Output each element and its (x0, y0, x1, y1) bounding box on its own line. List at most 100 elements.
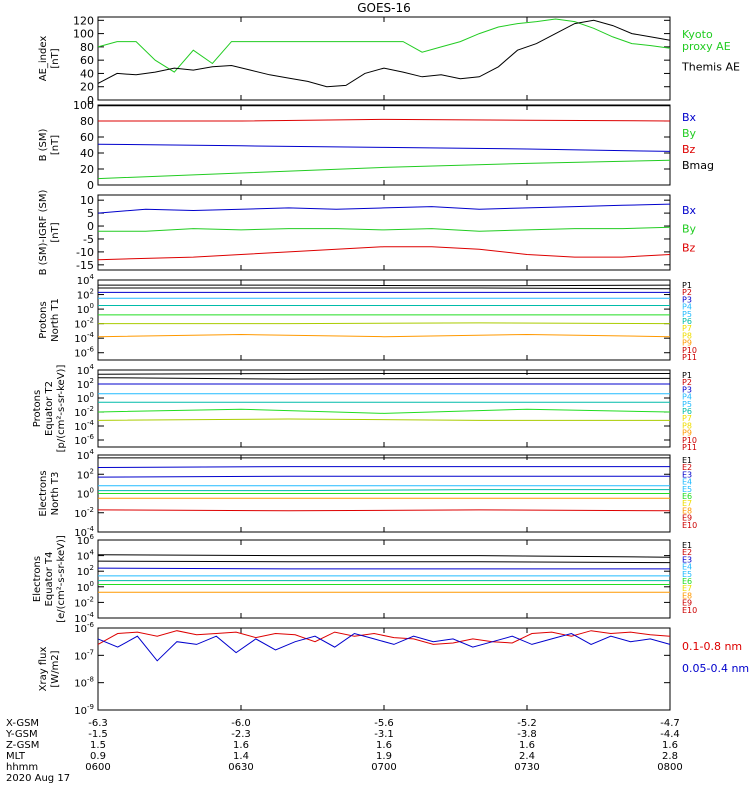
x-row-value: 0630 (228, 762, 253, 773)
series-line (97, 18, 671, 73)
legend-entry: Themis AE (681, 61, 740, 74)
legend-entry: E6 (682, 492, 692, 501)
y-axis-label: [p/(cm²-s-sr-keV)] (56, 365, 67, 453)
legend-entry: P6 (682, 407, 692, 416)
legend-entry: P10 (682, 346, 697, 355)
y-tick-label: 40 (80, 147, 94, 160)
x-row-value: 1.6 (233, 740, 249, 751)
series-line (97, 567, 670, 570)
series-line (98, 284, 671, 287)
y-axis-label: Equator T2 (44, 381, 55, 436)
y-axis-label: [nT] (50, 222, 61, 242)
y-axis-label: Protons (38, 301, 49, 338)
x-row-label: MLT (6, 751, 26, 762)
y-tick-label: 10-8 (74, 676, 94, 690)
legend-entry: P2 (682, 288, 692, 297)
legend-entry: P7 (682, 414, 692, 423)
legend-entry: E6 (682, 577, 692, 586)
x-row-value: -6.0 (231, 718, 251, 729)
y-tick-label: 10 (80, 194, 94, 207)
y-tick-label: 80 (80, 41, 94, 54)
x-row-value: -5.2 (517, 718, 537, 729)
legend-entry: By (682, 223, 697, 236)
legend-entry: P3 (682, 295, 692, 304)
series-line (97, 509, 671, 512)
y-axis-label: Electrons (32, 556, 43, 602)
panel-bsm: 0 20 40 60 80 100 B (SM) [nT] Bx By Bz Bmag (38, 99, 714, 192)
legend-entry: E4 (682, 563, 692, 572)
y-tick-label: 102 (77, 288, 94, 302)
x-row-label: Z-GSM (6, 740, 39, 751)
legend-entry: Bx (682, 111, 697, 124)
y-tick-label: 0 (87, 94, 94, 107)
legend-entry: P1 (682, 371, 692, 380)
y-axis-label: B (SM)-IGRF (SM) (38, 190, 49, 276)
legend-entry: E2 (682, 548, 692, 557)
y-tick-label: -15 (76, 259, 94, 272)
series-line (97, 159, 671, 180)
y-tick-label: 106 (77, 533, 95, 547)
y-tick-label: 10-7 (74, 648, 94, 662)
x-row-value: 1.4 (233, 751, 249, 762)
y-tick-label: 100 (73, 28, 94, 41)
legend-entry: P4 (682, 303, 692, 312)
legend-entry: Bz (682, 241, 696, 254)
x-row-label: X-GSM (6, 718, 39, 729)
y-axis-label: Equator T4 (44, 552, 55, 607)
y-tick-label: 40 (80, 67, 94, 80)
legend-entry: E3 (682, 470, 692, 479)
legend-entry: P7 (682, 324, 692, 333)
y-tick-label: 10-2 (74, 595, 94, 609)
y-axis-label: AE_index (38, 36, 49, 82)
y-tick-label: 10-2 (74, 506, 94, 520)
y-tick-label: 60 (80, 54, 94, 67)
date-label: 2020 Aug 17 (6, 773, 70, 784)
y-tick-label: 10-4 (74, 331, 94, 345)
x-row-value: 0800 (657, 762, 682, 773)
series-line (97, 19, 671, 88)
panel-frame (97, 16, 671, 101)
series-line (97, 408, 671, 414)
legend-entry: Bmag (682, 159, 714, 172)
series-line (97, 418, 670, 421)
x-row-value: 1.9 (376, 751, 392, 762)
x-row-label: Y-GSM (5, 729, 38, 740)
y-tick-label: 10-4 (74, 525, 94, 539)
series-line (97, 475, 670, 478)
series-line (97, 466, 670, 468)
legend-entry: Bz (682, 143, 696, 156)
panel-e_t3: 10-4 10-2 100 102 104 Electrons North T3 E1E2E3… (38, 448, 697, 539)
legend-entry: E5 (682, 570, 692, 579)
x-row-value: 1.5 (90, 740, 106, 751)
panel-frame (97, 369, 671, 448)
series-line (97, 246, 671, 261)
x-row-value: -3.8 (517, 729, 537, 740)
y-tick-label: 10-2 (74, 317, 94, 331)
series-line (97, 333, 671, 338)
y-axis-label: North T3 (50, 472, 61, 516)
x-row-value: 0700 (371, 762, 396, 773)
y-tick-label: 20 (80, 81, 94, 94)
legend-entry: P8 (682, 421, 692, 430)
legend-entry: E10 (682, 606, 697, 615)
y-tick-label: 0 (87, 179, 94, 192)
series-line (98, 322, 671, 325)
legend-entry: E9 (682, 514, 692, 523)
y-tick-label: 10-4 (74, 419, 94, 433)
y-tick-label: 80 (80, 115, 94, 128)
x-row-value: 2.4 (519, 751, 535, 762)
x-row-value: -3.1 (374, 729, 394, 740)
y-tick-label: 5 (87, 207, 94, 220)
y-axis-label: Xray flux (38, 647, 49, 692)
y-axis-label: [nT] (50, 135, 61, 155)
y-axis-label: [nT] (50, 48, 61, 68)
legend-entry: Kyoto (682, 28, 713, 41)
y-tick-label: 0 (87, 220, 94, 233)
x-row-label: hhmm (6, 762, 38, 773)
series-line (97, 203, 671, 214)
series-line (98, 489, 670, 492)
legend-entry: P11 (682, 353, 697, 362)
